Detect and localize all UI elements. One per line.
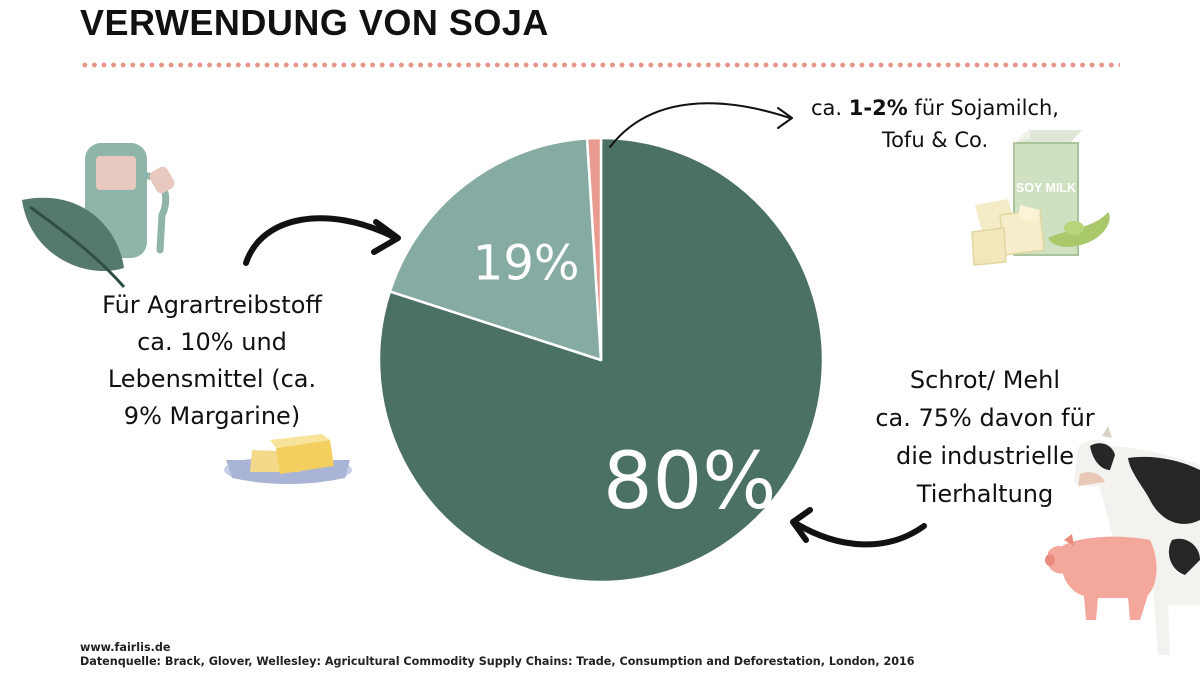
biofuel-line-2: ca. 10% und (137, 328, 287, 356)
pie-labels: 80% 19% (473, 236, 777, 528)
biofuel-line-4: 9% Margarine) (123, 402, 301, 430)
biofuel-line-1: Für Agrartreibstoff (102, 291, 322, 319)
soymilk-line-2: Tofu & Co. (881, 128, 989, 152)
biofuel-line-3: Lebensmittel (ca. (107, 365, 317, 393)
pie-slices (377, 136, 825, 584)
pie-slice-2 (388, 137, 603, 362)
pie-label-1: 80% (603, 437, 776, 527)
footer-website: www.fairlis.de (80, 641, 171, 654)
page-title: VERWENDUNG VON SOJA (80, 2, 549, 43)
pie-label-2: 19% (473, 236, 580, 292)
footer: www.fairlis.de Datenquelle: Brack, Glove… (80, 641, 915, 669)
meal-line-2: ca. 75% davon für (875, 404, 1095, 432)
meal-line-1: Schrot/ Mehl (909, 366, 1061, 394)
dotted-divider (80, 62, 1120, 68)
soymilk-annotation: ca. 1-2% für Sojamilch, Tofu & Co. (790, 92, 1080, 156)
soymilk-line-1: ca. 1-2% für Sojamilch, (811, 96, 1059, 120)
biofuel-annotation: Für Agrartreibstoff ca. 10% und Lebensmi… (72, 287, 352, 435)
meal-line-3: die industrielle (896, 442, 1074, 470)
meal-annotation: Schrot/ Mehl ca. 75% davon für die indus… (850, 361, 1120, 513)
pie-slice-3 (585, 136, 603, 362)
meal-line-4: Tierhaltung (916, 480, 1054, 508)
footer-source: Datenquelle: Brack, Glover, Wellesley: A… (80, 655, 915, 668)
